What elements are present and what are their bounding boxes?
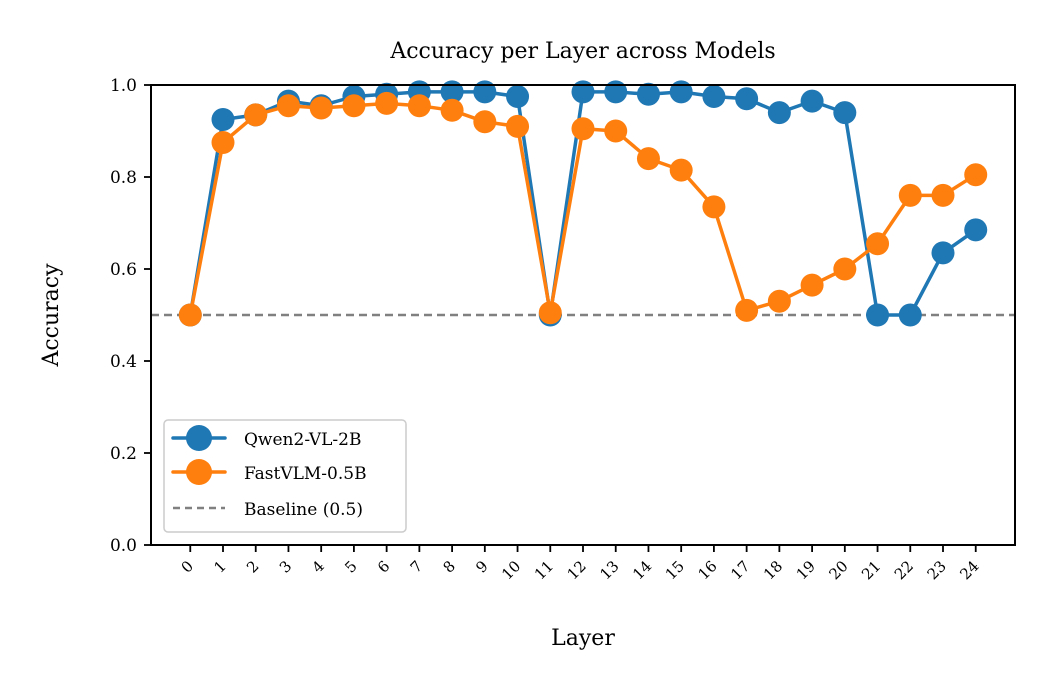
data-point-1 xyxy=(931,183,955,207)
x-tick-label: 13 xyxy=(596,557,622,583)
x-axis-label: Layer xyxy=(551,626,615,651)
data-point-0 xyxy=(702,85,726,108)
data-point-1 xyxy=(964,163,988,187)
x-tick-label: 1 xyxy=(210,557,229,576)
legend-box xyxy=(163,419,407,533)
data-point-0 xyxy=(571,80,595,104)
data-point-0 xyxy=(931,241,955,265)
legend-label-baseline: Baseline (0.5) xyxy=(244,500,363,520)
x-tick-label: 7 xyxy=(407,557,426,576)
x-tick-label: 17 xyxy=(727,557,753,583)
legend-marker-fastvlm xyxy=(186,459,212,485)
x-tick-label: 14 xyxy=(629,557,655,583)
data-point-1 xyxy=(309,96,333,120)
data-point-0 xyxy=(898,303,922,327)
data-point-1 xyxy=(276,94,300,118)
x-tick-label: 23 xyxy=(924,557,950,583)
chart-title: Accuracy per Layer across Models xyxy=(389,39,775,64)
data-point-1 xyxy=(866,232,890,256)
x-tick-label: 12 xyxy=(564,557,590,583)
data-point-1 xyxy=(800,273,824,297)
data-point-0 xyxy=(669,80,693,104)
x-tick-label: 15 xyxy=(662,557,688,583)
data-point-1 xyxy=(244,103,268,127)
data-point-1 xyxy=(375,91,399,115)
data-point-1 xyxy=(440,98,464,122)
legend-marker-qwen xyxy=(186,425,212,451)
data-point-1 xyxy=(604,119,628,143)
data-point-1 xyxy=(767,289,791,313)
data-point-1 xyxy=(506,114,530,138)
data-point-1 xyxy=(702,195,726,219)
x-tick-label: 10 xyxy=(498,557,524,583)
data-point-1 xyxy=(473,110,497,134)
y-axis-label: Accuracy xyxy=(39,263,64,368)
data-point-1 xyxy=(178,303,202,327)
x-tick-label: 11 xyxy=(531,557,557,583)
data-point-0 xyxy=(604,80,628,104)
data-point-0 xyxy=(964,218,988,242)
data-point-0 xyxy=(866,303,890,327)
data-point-1 xyxy=(898,183,922,207)
data-point-1 xyxy=(833,257,857,281)
plot-area: 0.00.20.40.60.81.00 1 2 3 4 5 6 7 8 9 10 11 12 13 14 15… xyxy=(110,76,1015,583)
data-point-0 xyxy=(636,82,660,106)
y-tick-label: 0.6 xyxy=(110,260,137,280)
x-tick-label: 9 xyxy=(472,557,491,576)
y-tick-label: 1.0 xyxy=(110,76,137,96)
data-point-1 xyxy=(342,94,366,118)
x-tick-label: 20 xyxy=(825,557,851,583)
data-point-0 xyxy=(440,80,464,104)
x-tick-label: 24 xyxy=(956,557,982,583)
x-tick-label: 4 xyxy=(309,557,328,576)
data-point-1 xyxy=(407,94,431,118)
x-tick-label: 3 xyxy=(276,557,295,576)
y-tick-label: 0.4 xyxy=(110,352,137,372)
x-tick-label: 19 xyxy=(793,557,819,583)
data-point-0 xyxy=(506,85,530,108)
data-point-0 xyxy=(211,108,235,131)
y-tick-label: 0.8 xyxy=(110,168,137,188)
data-point-1 xyxy=(538,301,562,325)
legend-label-qwen: Qwen2-VL-2B xyxy=(244,430,361,450)
legend-label-fastvlm: FastVLM-0.5B xyxy=(244,464,367,484)
x-tick-label: 22 xyxy=(891,557,917,583)
data-point-1 xyxy=(735,298,759,322)
data-point-0 xyxy=(767,101,791,125)
data-point-1 xyxy=(571,117,595,141)
x-tick-label: 2 xyxy=(243,557,262,576)
data-point-0 xyxy=(473,80,497,104)
plot-frame xyxy=(150,84,1016,546)
x-tick-label: 21 xyxy=(858,557,884,583)
y-tick-label: 0.2 xyxy=(110,444,137,464)
y-tick-label: 0.0 xyxy=(110,536,137,556)
data-point-1 xyxy=(669,158,693,182)
x-tick-label: 0 xyxy=(178,557,197,576)
x-tick-label: 8 xyxy=(439,557,458,576)
data-point-0 xyxy=(800,89,824,113)
data-point-0 xyxy=(833,101,857,125)
x-tick-label: 16 xyxy=(695,557,721,583)
data-point-1 xyxy=(211,131,235,154)
x-tick-label: 18 xyxy=(760,557,786,583)
legend: Qwen2-VL-2B FastVLM-0.5B Baseline (0.5) xyxy=(163,419,407,533)
data-point-1 xyxy=(636,147,660,171)
x-tick-label: 5 xyxy=(341,557,360,576)
data-point-0 xyxy=(735,87,759,111)
x-tick-label: 6 xyxy=(374,557,393,576)
